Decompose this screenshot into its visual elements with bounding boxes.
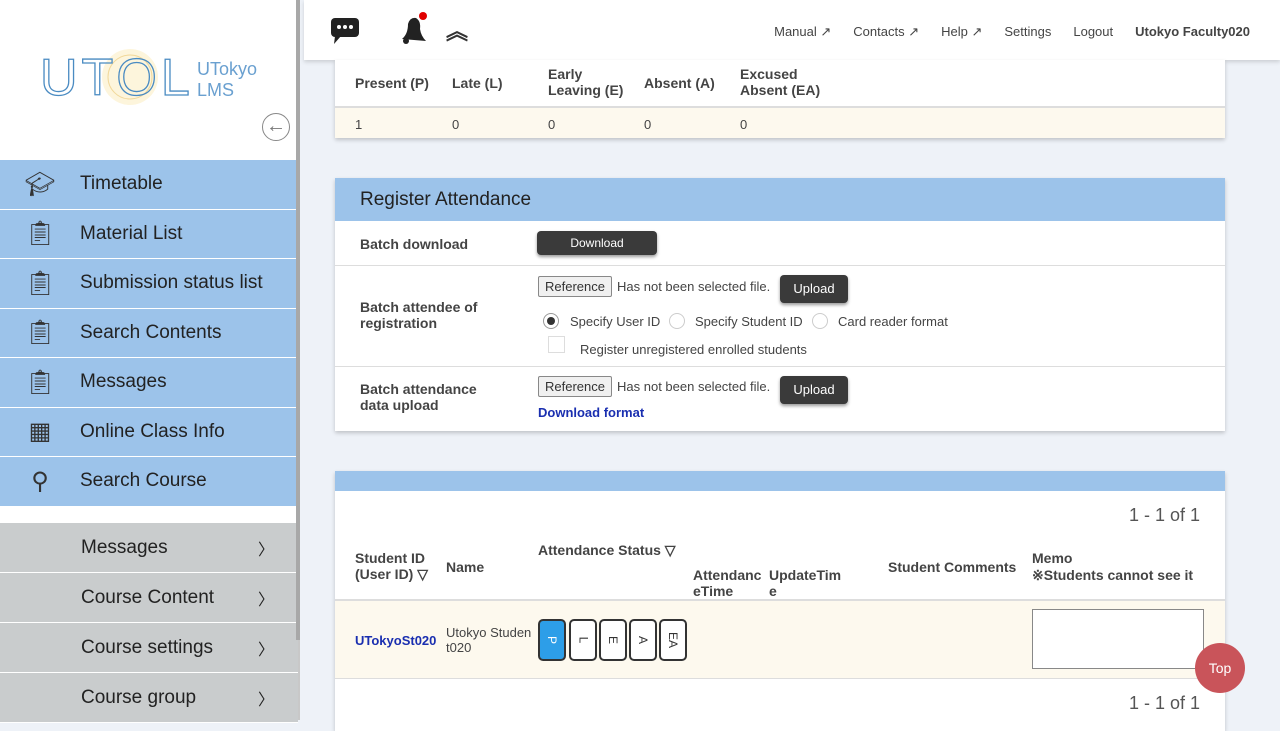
clipboard-icon: 📋︎ xyxy=(24,368,56,396)
back-to-top-button[interactable]: Top xyxy=(1195,643,1245,693)
arrow-left-icon: ← xyxy=(266,115,286,137)
radio-card-reader-format[interactable] xyxy=(812,313,828,329)
panel-title: Register Attendance xyxy=(335,178,1225,221)
search-icon: ⚲ xyxy=(31,467,49,495)
summary-values: 1 0 0 0 0 xyxy=(335,106,1225,138)
manual-link[interactable]: Manual ↗ xyxy=(774,24,832,39)
chevron-right-icon: 〉 xyxy=(257,541,274,559)
radio-specify-user-id[interactable] xyxy=(543,313,559,329)
svg-text:UTOL: UTOL xyxy=(40,49,194,105)
header-links: Manual ↗ Contacts ↗ Help ↗ Settings Logo… xyxy=(774,24,1250,40)
svg-text:LMS: LMS xyxy=(197,80,234,100)
pagination-top: 1 - 1 of 1 xyxy=(1128,505,1200,525)
attendance-list: 1 - 1 of 1 Student ID (User ID) ▽ Name A… xyxy=(335,471,1225,731)
bell-icon[interactable] xyxy=(396,12,430,46)
reference-file-button[interactable]: Reference xyxy=(538,276,612,297)
course-nav-messages[interactable]: Messages 〉 xyxy=(0,523,298,573)
sidebar-item-timetable[interactable]: 🎓︎ Timetable xyxy=(0,160,298,210)
clipboard-icon: 📋︎ xyxy=(24,220,56,248)
contacts-link[interactable]: Contacts ↗ xyxy=(853,24,920,39)
course-nav: Messages 〉 Course Content 〉 Course setting… xyxy=(0,523,298,723)
course-nav-settings[interactable]: Course settings 〉 xyxy=(0,623,298,673)
graduation-cap-icon: 🎓︎ xyxy=(24,170,56,198)
status-l-button[interactable]: L xyxy=(569,619,597,661)
chevron-right-icon: 〉 xyxy=(257,691,274,709)
grid-icon: ▦ xyxy=(28,418,52,446)
download-format-link[interactable]: Download format xyxy=(538,405,645,420)
sidebar-item-submission-status[interactable]: 📋︎ Submission status list xyxy=(0,259,298,309)
course-nav-content[interactable]: Course Content 〉 xyxy=(0,573,298,623)
sidebar-item-material-list[interactable]: 📋︎ Material List xyxy=(0,209,298,259)
chevron-right-icon: 〉 xyxy=(257,591,274,609)
download-button[interactable]: Download xyxy=(537,231,657,255)
status-e-button[interactable]: E xyxy=(599,619,627,661)
sidebar-scrollbar[interactable] xyxy=(296,0,300,640)
register-attendance-panel: Register Attendance Batch download Downl… xyxy=(335,178,1225,431)
sidebar-nav: 🎓︎ Timetable 📋︎ Material List 📋︎ Submission… xyxy=(0,160,298,507)
logout-link[interactable]: Logout xyxy=(1073,24,1114,39)
status-ea-button[interactable]: EA xyxy=(659,619,687,661)
status-a-button[interactable]: A xyxy=(629,619,657,661)
sidebar-item-search-contents[interactable]: 📋︎ Search Contents xyxy=(0,308,298,358)
status-p-button[interactable]: P xyxy=(538,619,566,661)
double-chevron-up-icon[interactable]: ︽ xyxy=(446,19,469,44)
pagination-bottom: 1 - 1 of 1 xyxy=(1128,693,1200,713)
upload-button[interactable]: Upload xyxy=(780,275,848,303)
utol-logo: UTOL UTokyo LMS xyxy=(40,48,257,105)
help-link[interactable]: Help ↗ xyxy=(941,24,983,39)
sidebar: UTOL UTokyo LMS ← 🎓︎ Timetable 📋︎ Material… xyxy=(0,0,300,723)
top-bar: ︽ Manual ↗ Contacts ↗ Help ↗ Settings Lo… xyxy=(304,0,1280,60)
attendance-summary: Present (P) Late (L) Early Leaving (E) A… xyxy=(335,60,1225,138)
settings-link[interactable]: Settings xyxy=(1004,24,1052,39)
col-student-id[interactable]: Student ID (User ID) ▽ xyxy=(355,550,429,582)
sidebar-item-search-course[interactable]: ⚲ Search Course xyxy=(0,457,298,507)
svg-text:UTokyo: UTokyo xyxy=(197,59,257,79)
sidebar-item-online-class-info[interactable]: ▦ Online Class Info xyxy=(0,407,298,457)
col-attendance-status[interactable]: Attendance Status ▽ xyxy=(538,542,676,558)
register-unregistered-checkbox[interactable] xyxy=(548,336,565,353)
radio-specify-student-id[interactable] xyxy=(669,313,685,329)
user-name[interactable]: Utokyo Faculty020 xyxy=(1135,24,1250,39)
chat-bubble-icon[interactable] xyxy=(330,17,360,45)
clipboard-icon: 📋︎ xyxy=(24,269,56,297)
course-nav-group[interactable]: Course group 〉 xyxy=(0,673,298,723)
collapse-sidebar-button[interactable]: ← xyxy=(262,113,290,141)
table-row: UTokyoSt020 Utokyo Student020 xyxy=(335,599,1225,679)
reference-data-file-button[interactable]: Reference xyxy=(538,376,612,397)
sidebar-item-messages[interactable]: 📋︎ Messages xyxy=(0,358,298,408)
upload-data-button[interactable]: Upload xyxy=(780,376,848,404)
memo-input[interactable] xyxy=(1032,609,1204,669)
chevron-right-icon: 〉 xyxy=(257,641,274,659)
clipboard-icon: 📋︎ xyxy=(24,319,56,347)
student-id-link[interactable]: UTokyoSt020 xyxy=(355,633,437,648)
